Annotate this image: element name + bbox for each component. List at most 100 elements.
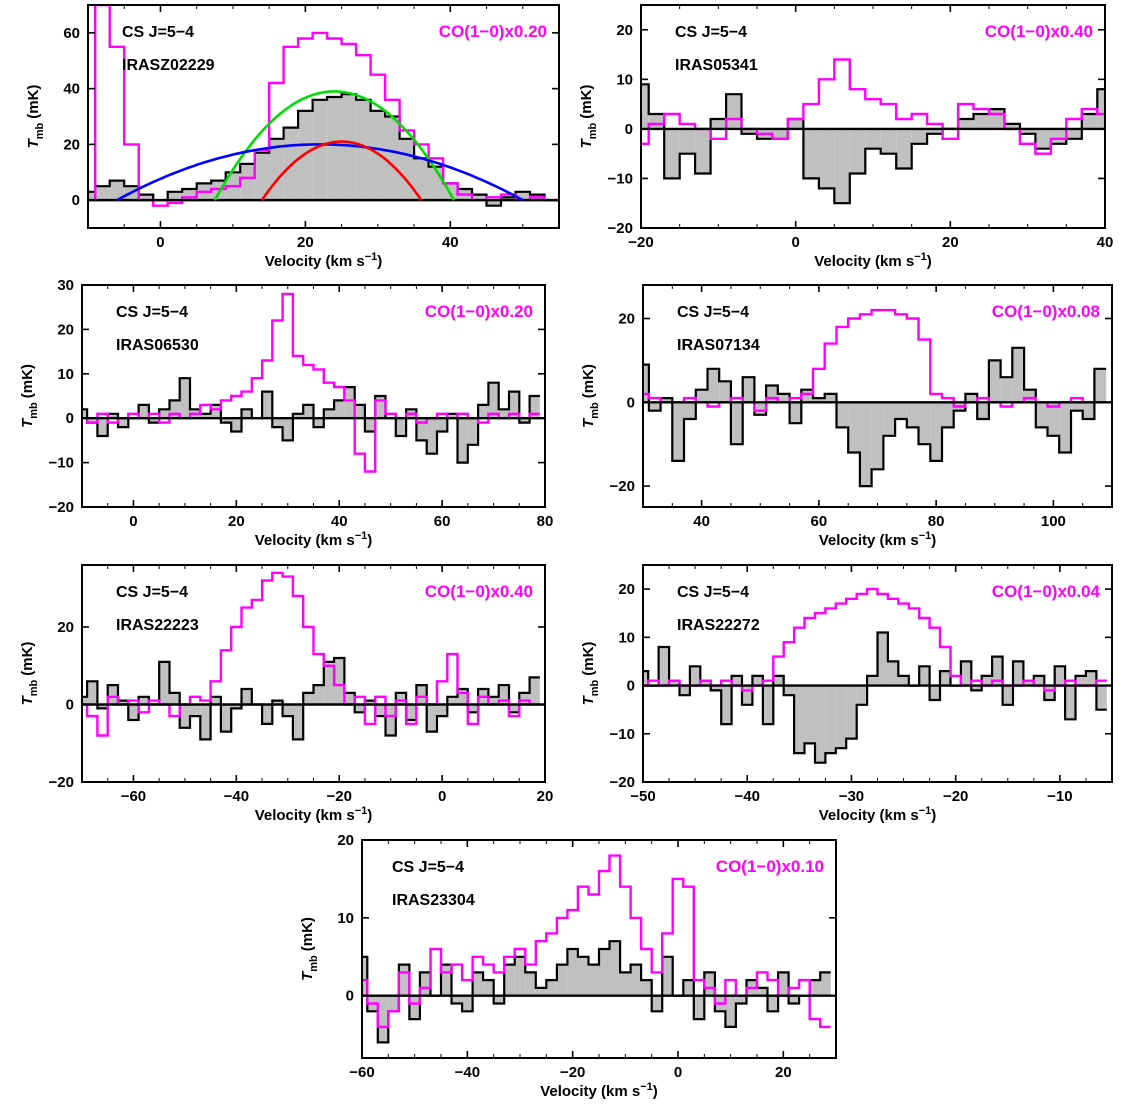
x-axis-label: Velocity (km s−1) xyxy=(819,530,937,549)
cs-bar xyxy=(399,138,415,201)
cs-bar xyxy=(159,661,170,705)
cs-bar xyxy=(662,956,673,996)
cs-bar xyxy=(457,418,468,463)
cs-bar xyxy=(254,152,270,201)
x-tick-label: 0 xyxy=(438,788,446,805)
cs-bar xyxy=(679,685,690,696)
x-tick-label: 40 xyxy=(693,513,710,530)
y-tick-label: 10 xyxy=(618,629,635,646)
cs-bar xyxy=(918,402,931,445)
source-name: IRASZ02229 xyxy=(122,57,215,74)
cs-bar xyxy=(849,128,866,174)
x-tick-label: −20 xyxy=(943,788,968,805)
co-scale-label: CO(1−0)x0.40 xyxy=(425,582,533,601)
y-tick-label: 0 xyxy=(66,697,74,714)
cs-bar xyxy=(794,685,805,754)
cs-bar xyxy=(567,949,578,996)
cs-bar xyxy=(672,402,685,461)
cs-bar xyxy=(620,972,631,996)
cs-bar xyxy=(128,704,139,720)
panel-iras07134: 40 60 80 100 −20 0 20 Velocity (km s−1) Tmb(mK) C… xyxy=(580,284,1113,549)
cs-bar xyxy=(344,692,355,705)
cs-bar xyxy=(220,418,232,423)
source-name: IRAS22272 xyxy=(677,617,760,634)
cs-bar xyxy=(588,964,599,996)
panel-iras22272: −50 −40 −30 −20 −10 −20 −10 0 10 20 Velocity (km s… xyxy=(580,564,1113,824)
cs-bar xyxy=(695,389,708,403)
cs-bar xyxy=(82,409,88,419)
cs-bar xyxy=(1012,661,1024,686)
cs-bar xyxy=(898,675,909,686)
cs-bar xyxy=(416,685,427,705)
y-tick-label: −20 xyxy=(49,774,74,791)
x-tick-label: 80 xyxy=(537,513,554,530)
cs-bar xyxy=(356,99,371,201)
fit-narrow xyxy=(260,140,423,201)
cs-bar xyxy=(334,400,345,419)
panel-iras05341: −20 0 20 40 −20 −10 0 10 20 Velocity (km s−1) Tmb(… xyxy=(578,4,1113,270)
cs-bar xyxy=(754,402,767,415)
y-tick-label: 0 xyxy=(346,988,354,1005)
y-tick-label: 20 xyxy=(57,619,74,636)
cs-bar xyxy=(272,700,283,705)
cs-bar xyxy=(752,675,763,686)
cs-bar xyxy=(138,696,149,705)
cs-bar xyxy=(138,404,149,419)
cs-bar xyxy=(388,995,399,1012)
cs-bar xyxy=(977,402,989,420)
x-axis-label: Velocity (km s−1) xyxy=(255,530,373,549)
x-tick-label: −30 xyxy=(839,788,864,805)
cs-bar xyxy=(220,704,232,732)
cs-bar xyxy=(354,704,365,713)
cs-bar xyxy=(820,972,831,996)
cs-bar xyxy=(767,995,779,1012)
cs-bar xyxy=(877,632,888,686)
cs-spectrum xyxy=(643,631,1107,764)
cs-bar xyxy=(927,128,943,134)
cs-bar xyxy=(182,188,197,201)
y-tick-label: −20 xyxy=(610,478,635,495)
plot-area xyxy=(88,5,559,207)
plot-area xyxy=(362,854,836,1044)
cs-bar xyxy=(467,418,479,445)
cs-bar xyxy=(929,685,941,701)
cs-bar xyxy=(609,941,621,996)
cs-bar xyxy=(344,387,355,419)
y-tick-label: −10 xyxy=(608,170,633,187)
cs-bar xyxy=(1059,402,1071,453)
cs-bar xyxy=(159,409,170,419)
cs-bar xyxy=(334,658,345,705)
cs-bar xyxy=(695,128,711,174)
cs-bar xyxy=(341,94,357,201)
x-tick-label: 20 xyxy=(537,788,554,805)
cs-bar xyxy=(804,685,815,744)
cs-bar xyxy=(1075,675,1086,686)
source-name: IRAS05341 xyxy=(675,57,758,74)
y-tick-label: 20 xyxy=(618,581,635,598)
cs-bar xyxy=(488,382,499,419)
cs-bar xyxy=(1019,128,1036,134)
cs-bar xyxy=(519,418,530,423)
x-tick-label: −60 xyxy=(349,1064,374,1081)
cs-bar xyxy=(865,128,881,149)
transition-label: CS J=5−4 xyxy=(675,24,747,41)
cs-bar xyxy=(684,402,696,420)
cs-bar xyxy=(262,391,273,419)
cs-bar xyxy=(971,685,982,691)
cs-bar xyxy=(700,680,711,686)
cs-bar xyxy=(679,128,696,154)
y-axis-label: Tmb(mK) xyxy=(578,85,599,149)
cs-bar xyxy=(1097,89,1105,129)
transition-label: CS J=5−4 xyxy=(116,584,188,601)
cs-bar xyxy=(486,200,502,206)
cs-bar xyxy=(385,116,400,201)
x-tick-label: 0 xyxy=(129,513,137,530)
y-tick-label: 20 xyxy=(618,311,635,328)
cs-bar xyxy=(519,692,530,705)
transition-label: CS J=5−4 xyxy=(122,24,194,41)
cs-bar xyxy=(88,191,96,201)
x-axis-label: Velocity (km s−1) xyxy=(819,805,937,824)
co-scale-label: CO(1−0)x0.20 xyxy=(439,22,547,41)
cs-bar xyxy=(965,393,978,403)
cs-bar xyxy=(385,704,396,736)
